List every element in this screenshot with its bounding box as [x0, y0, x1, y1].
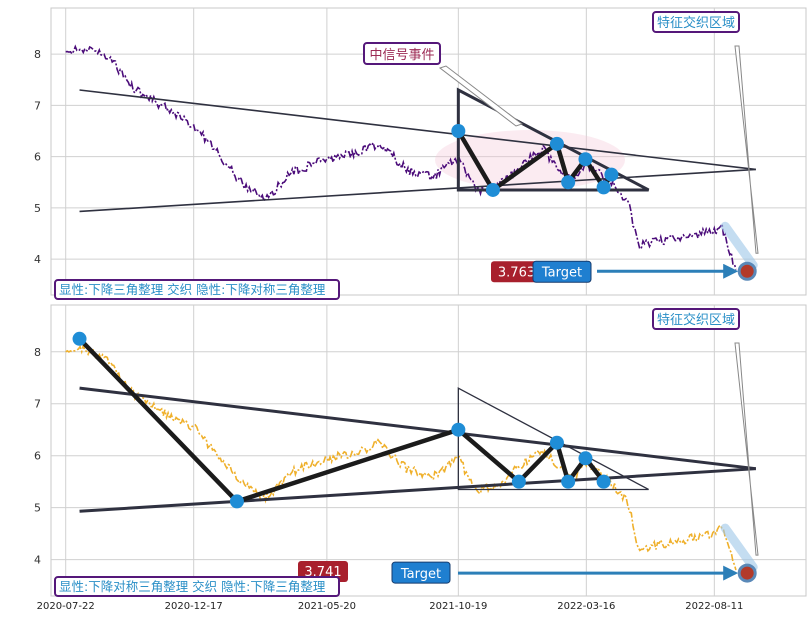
price-line [65, 342, 737, 571]
event-label-box [363, 42, 441, 65]
y-tick-label: 6 [34, 450, 41, 463]
region-label-box [652, 308, 740, 330]
target-label: Target [400, 567, 441, 582]
y-tick-label: 4 [34, 253, 41, 266]
pattern-label: 显性:下降对称三角整理 交织 隐性:下降三角整理 [59, 579, 326, 594]
pivot-point [72, 331, 87, 346]
x-tick-label: 2021-10-19 [429, 601, 487, 612]
region-label-box [652, 11, 740, 33]
y-tick-label: 8 [34, 48, 41, 61]
pivot-point [604, 167, 619, 182]
upper-trendline [79, 386, 757, 471]
region-pointer-arrow [734, 342, 759, 556]
pivot-point [451, 422, 466, 437]
pivot-point [451, 124, 466, 138]
pivot-point [485, 182, 500, 197]
pivot-point [596, 180, 611, 195]
pivot-point [578, 152, 593, 167]
x-tick-label: 2020-07-22 [37, 601, 95, 612]
pivot-point [549, 136, 564, 151]
region-label: 特征交织区域 [657, 15, 735, 31]
target-marker [737, 261, 757, 281]
pattern-label-box [54, 576, 340, 597]
y-tick-label: 8 [34, 346, 41, 359]
target-label-box [391, 561, 451, 584]
pivot-point [511, 474, 526, 489]
y-tick-label: 7 [34, 398, 41, 411]
target-value-box [491, 261, 542, 283]
lower-trendline [79, 467, 756, 513]
y-tick-label: 6 [34, 151, 41, 164]
target-label-box [532, 260, 592, 283]
pivot-point [561, 175, 576, 190]
target-glow [720, 221, 758, 270]
y-tick-label: 5 [34, 202, 41, 215]
y-tick-label: 4 [34, 554, 41, 567]
event-label: 中信号事件 [369, 48, 434, 63]
pattern-label: 显性:下降三角整理 交织 隐性:下降对称三角整理 [59, 282, 326, 297]
pivot-point [596, 474, 611, 489]
target-label: Target [541, 265, 582, 280]
target-marker [737, 563, 757, 583]
x-tick-label: 2021-05-20 [298, 601, 356, 612]
region-pointer-arrow [734, 45, 759, 254]
pivot-point [578, 451, 593, 466]
pattern-label-box [54, 279, 340, 300]
pivot-point [561, 474, 576, 489]
price-line [65, 44, 737, 270]
x-tick-label: 2022-08-11 [685, 601, 743, 612]
target-glow [720, 523, 758, 572]
target-value: 3.763 [498, 265, 535, 280]
y-tick-label: 5 [34, 502, 41, 515]
plot-area [50, 304, 807, 597]
upper-trendline [79, 89, 756, 171]
y-tick-label: 7 [34, 99, 41, 112]
pivot-point [549, 435, 564, 450]
region-label: 特征交织区域 [657, 312, 735, 328]
pivot-point [229, 494, 244, 509]
x-tick-label: 2022-03-16 [557, 601, 615, 612]
x-axis: 2020-07-22 2020-12-17 2021-05-20 2021-10-19… [37, 601, 744, 612]
event-pointer-arrow [438, 65, 524, 127]
x-tick-label: 2020-12-17 [165, 601, 223, 612]
lower-trendline [79, 168, 756, 213]
